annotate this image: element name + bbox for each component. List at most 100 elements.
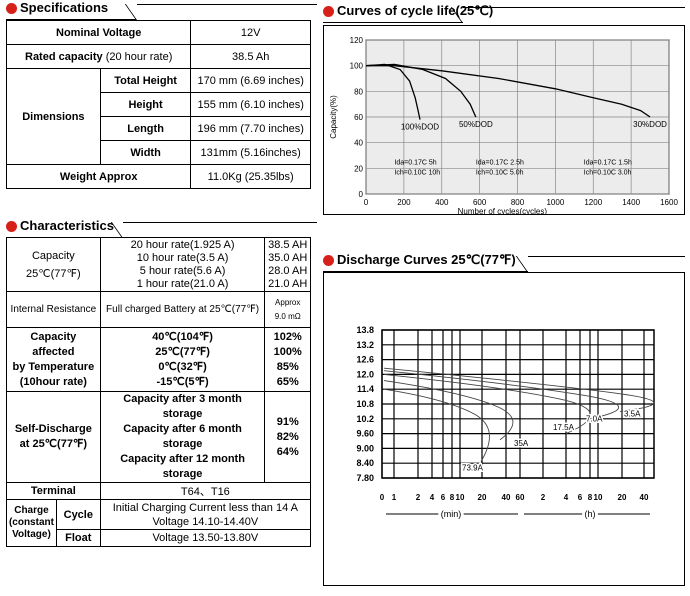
series-label: 3.5A: [624, 409, 641, 418]
series-label: 30%DOD: [633, 120, 667, 129]
x-tick-label: 20: [618, 493, 627, 502]
annotation-text: Ida=0.17C 1.5h: [584, 159, 632, 166]
nominal-voltage-label: Nominal Voltage: [5, 20, 192, 45]
y-tick-label: 20: [354, 164, 363, 173]
y-tick-label: 9.00: [356, 443, 374, 453]
bullet-icon: [6, 221, 17, 232]
x-tick-label: 60: [516, 493, 525, 502]
x-tick-label: 40: [502, 493, 511, 502]
width-label: Width: [99, 140, 192, 165]
cycle-label: Cycle: [55, 499, 101, 530]
terminal-value: T64、T16: [99, 482, 312, 500]
discharge-chart-frame: 13.8 13.2 12.6 12.0 11.4 10.8 10.2 9.60 9.00 8.40…: [323, 272, 685, 586]
y-tick-label: 12.6: [356, 355, 374, 365]
self-discharge-items: Capacity after 3 month storage Capacity …: [99, 391, 266, 483]
float-label: Float: [55, 529, 101, 547]
min-axis-label: (min): [441, 509, 462, 519]
annotation-text: Ich=0.10C 10h: [394, 169, 440, 176]
internal-resistance-condition: Full charged Battery at 25℃(77℉): [99, 291, 266, 328]
x-tick-label: 2: [416, 493, 421, 502]
x-tick-label: 800: [511, 198, 525, 207]
series-line: [383, 388, 490, 464]
annotation-text: Ich=0.10C 3.0h: [584, 169, 632, 176]
series-label: 73.9A: [462, 464, 484, 473]
x-tick-label: 10: [456, 493, 465, 502]
series-label: 100%DOD: [401, 123, 439, 132]
weight-label: Weight Approx: [5, 164, 192, 189]
float-value: Voltage 13.50-13.80V: [99, 529, 312, 547]
x-tick-label: 1: [392, 493, 397, 502]
x-tick-label: 8: [450, 493, 455, 502]
y-tick-label: 8.40: [356, 458, 374, 468]
series-line: [366, 65, 651, 118]
charge-label: Charge (constant Voltage): [6, 499, 57, 547]
discharge-title: Discharge Curves 25℃(77℉): [337, 252, 516, 267]
temp-effect-label: Capacity affected by Temperature (10hour…: [6, 327, 101, 392]
nominal-voltage-value: 12V: [190, 20, 311, 45]
x-tick-label: 4: [430, 493, 435, 502]
y-tick-label: 100: [350, 62, 364, 71]
length-value: 196 mm (7.70 inches): [190, 116, 311, 141]
height-label: Height: [99, 92, 192, 117]
h-axis-label: (h): [585, 509, 596, 519]
y-tick-label: 13.2: [356, 340, 374, 350]
self-discharge-values: 91% 82% 64%: [264, 391, 311, 483]
x-tick-label: 1600: [660, 198, 678, 207]
series-line: [383, 370, 619, 420]
total-height-value: 170 mm (6.69 inches): [190, 68, 311, 93]
y-tick-label: 10.2: [356, 414, 374, 424]
y-tick-label: 7.80: [356, 473, 374, 483]
bullet-icon: [323, 6, 334, 17]
x-tick-label: 2: [541, 493, 546, 502]
cycle-life-title: Curves of cycle life(25℃): [337, 3, 494, 18]
annotation-text: Ida=0.17C 5h: [394, 159, 436, 166]
temp-effect-temps: 40℃(104℉) 25℃(77℉) 0℃(32℉) -15℃(5℉): [99, 327, 266, 392]
internal-resistance-value: Approx 9.0 mΩ: [264, 291, 311, 328]
bullet-icon: [323, 255, 334, 266]
temp-effect-values: 102% 100% 85% 65%: [264, 327, 311, 392]
x-tick-label: 200: [397, 198, 411, 207]
y-tick-label: 40: [354, 139, 363, 148]
series-label: 7.0A: [586, 414, 603, 423]
x-tick-label: 1000: [546, 198, 564, 207]
internal-resistance-label: Internal Resistance: [6, 291, 101, 328]
x-tick-label: 20: [478, 493, 487, 502]
x-tick-label: 8: [588, 493, 593, 502]
y-tick-label: 60: [354, 113, 363, 122]
series-line: [383, 380, 514, 441]
series-label: 35A: [514, 439, 529, 448]
cycle-life-chart-frame: 0 200 400 600 800 1000 1200 1400 1600 0 20 40 60 80 10…: [323, 25, 685, 216]
x-tick-label: 6: [441, 493, 446, 502]
discharge-chart: 13.8 13.2 12.6 12.0 11.4 10.8 10.2 9.60 9.00 8.40…: [356, 325, 655, 522]
x-tick-label: 600: [473, 198, 487, 207]
series-label: 50%DOD: [459, 120, 493, 129]
y-tick-label: 12.0: [356, 369, 374, 379]
x-axis-label: Number of cycles(cycles): [458, 207, 548, 214]
y-tick-label: 11.4: [357, 384, 374, 394]
y-tick-label: 9.60: [356, 429, 374, 439]
x-tick-label: 10: [594, 493, 603, 502]
y-tick-label: 80: [354, 87, 363, 96]
characteristics-header: Characteristics: [6, 218, 317, 238]
x-tick-label: 6: [578, 493, 583, 502]
specifications-table: Nominal Voltage 12V Rated capacity (20 h…: [5, 20, 311, 189]
y-tick-label: 0: [359, 190, 364, 199]
discharge-header: Discharge Curves 25℃(77℉): [323, 252, 685, 272]
y-tick-label: 120: [350, 36, 364, 45]
series-line: [365, 63, 477, 118]
y-tick-label: 10.8: [356, 399, 374, 409]
dimensions-label: Dimensions: [6, 68, 101, 165]
cycle-value: Initial Charging Current less than 14 A …: [99, 499, 312, 530]
x-tick-label: 0: [364, 198, 369, 207]
cycle-life-header: Curves of cycle life(25℃): [323, 3, 685, 23]
x-tick-label: 1400: [622, 198, 640, 207]
x-tick-label: 0: [380, 493, 385, 502]
total-height-label: Total Height: [99, 68, 192, 93]
series-label: 17.5A: [553, 423, 575, 432]
characteristics-table: Capacity 25℃(77℉) 20 hour rate(1.925 A) …: [6, 237, 312, 547]
bullet-icon: [6, 3, 17, 14]
x-tick-label: 400: [435, 198, 449, 207]
series-line: [383, 373, 591, 435]
width-value: 131mm (5.16inches): [190, 140, 311, 165]
capacity-rates: 20 hour rate(1.925 A) 10 hour rate(3.5 A…: [99, 237, 266, 292]
